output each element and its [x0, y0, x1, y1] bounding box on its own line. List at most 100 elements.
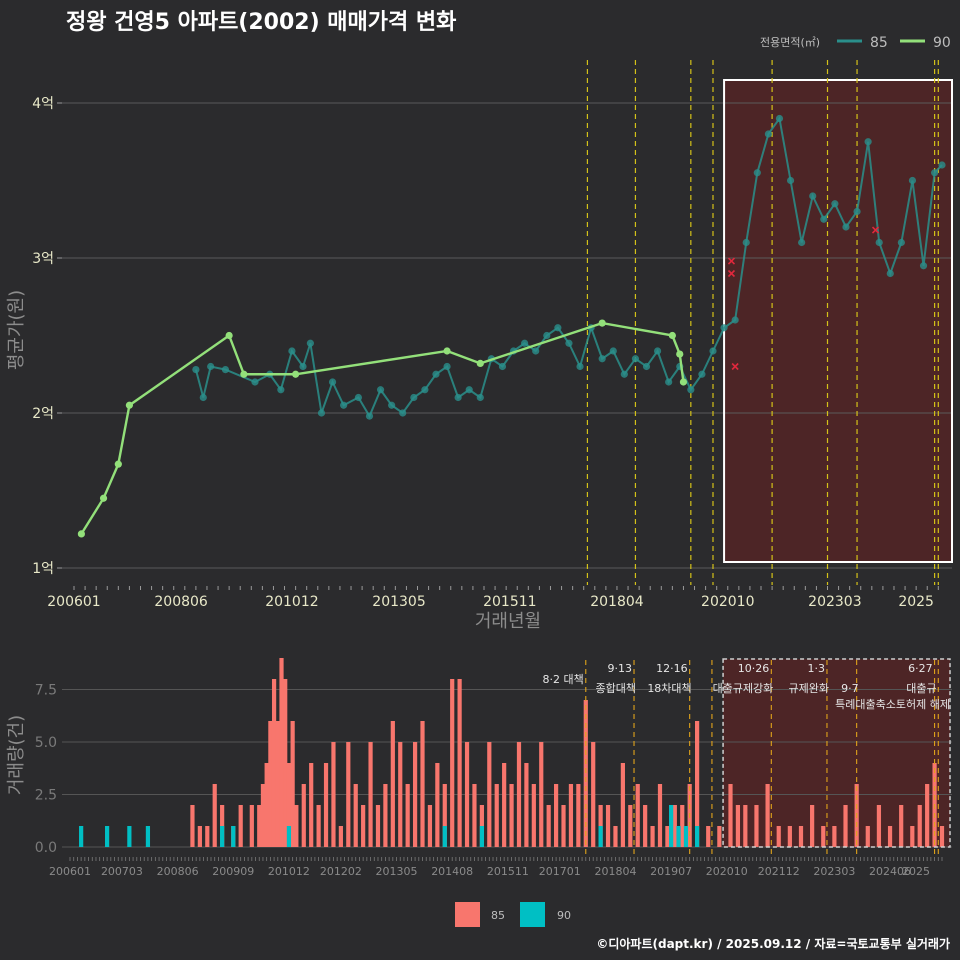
- policy-sublabel: 18차대책: [647, 682, 691, 695]
- bar-85: [568, 784, 574, 847]
- bar-85: [576, 784, 581, 847]
- series-85-point: [376, 386, 385, 394]
- series-85-point: [521, 339, 529, 347]
- volume-x-tick-label: 201305: [376, 865, 418, 878]
- series-85-point: [565, 339, 573, 347]
- bar-85: [665, 826, 670, 847]
- series-85-point: [798, 238, 806, 247]
- bar-85: [539, 742, 544, 847]
- series-85-point: [598, 355, 606, 363]
- bar-85: [821, 826, 826, 847]
- series-85-point: [938, 161, 946, 169]
- series-85-point: [786, 176, 795, 185]
- policy-sublabel: 대출규: [906, 682, 936, 695]
- bar-90: [145, 826, 151, 847]
- series-90-point: [598, 319, 606, 327]
- bar-85: [420, 721, 425, 847]
- series-85-point: [410, 393, 418, 402]
- series-90-point: [292, 370, 300, 378]
- bar-85: [613, 826, 618, 847]
- series-85-point: [764, 130, 773, 138]
- policy-sublabel: 9·7: [841, 682, 859, 695]
- series-85-point: [919, 262, 928, 270]
- price-plot: 1억 2억 3억 4억 200601 200806 201012 201305 201511 20…: [32, 60, 953, 610]
- bar-90: [694, 826, 700, 847]
- bar-85: [442, 784, 447, 847]
- bar-85: [591, 742, 596, 847]
- bar-85: [190, 805, 195, 847]
- series-85-point: [853, 207, 861, 216]
- policy-label: 8·2 대책: [543, 673, 584, 686]
- volume-x-tick-label: 200806: [157, 865, 199, 878]
- series-85-point: [277, 386, 285, 394]
- bar-85: [917, 805, 922, 847]
- bar-85: [301, 784, 306, 847]
- bar-85: [257, 805, 262, 847]
- volume-x-tick-label: 201511: [487, 865, 529, 878]
- volume-y-tick-label: 2.5: [35, 788, 57, 804]
- bar-85: [531, 784, 536, 847]
- bar-90: [127, 826, 132, 847]
- bar-85: [260, 784, 266, 847]
- series-85-point: [365, 412, 374, 420]
- series-85-point: [576, 362, 584, 371]
- series-85-point: [775, 114, 784, 123]
- x-tick-label: 202010: [701, 594, 754, 610]
- x-tick-label: 201804: [590, 594, 644, 610]
- series-85-point: [620, 370, 628, 378]
- series-85-point: [709, 347, 717, 355]
- series-90-point: [240, 370, 248, 378]
- series-85-point: [317, 409, 326, 417]
- bar-90: [79, 826, 84, 847]
- bar-85: [810, 805, 815, 847]
- volume-y-tick-label: 5.0: [35, 735, 57, 751]
- bar-85: [309, 763, 314, 847]
- bar-85: [279, 658, 284, 847]
- bar-85: [435, 763, 440, 847]
- bar-85: [271, 679, 277, 847]
- bar-90: [598, 826, 603, 847]
- series-85-point: [687, 386, 695, 394]
- series-85-point: [251, 378, 259, 386]
- bar-85: [268, 721, 273, 847]
- series-85-point: [931, 169, 939, 177]
- policy-note: 특례대출축소토허제 해제: [835, 697, 950, 711]
- bar-85: [776, 826, 781, 847]
- policy-sublabel: 대출규제강화: [713, 682, 774, 695]
- volume-y-tick-label: 7.5: [35, 683, 57, 699]
- series-85-point: [698, 370, 706, 378]
- volume-x-tick-label: 2025: [902, 865, 930, 878]
- volume-x-tick-label: 201701: [539, 865, 581, 878]
- series-85-point: [299, 362, 307, 371]
- series-85-point: [199, 393, 207, 402]
- volume-x-tick-label: 202010: [706, 865, 748, 878]
- bar-90: [676, 826, 681, 847]
- x-tick-label: 201305: [372, 594, 425, 610]
- y-tick-label: 3억: [32, 251, 54, 267]
- bar-85: [765, 784, 770, 847]
- bar-85: [450, 679, 455, 847]
- bar-85: [286, 763, 292, 847]
- x-tick-label: 2025: [898, 594, 934, 610]
- volume-highlight-region: [723, 659, 950, 847]
- bar-85: [502, 763, 507, 847]
- bar-85: [672, 805, 677, 847]
- bar-85: [375, 805, 381, 847]
- volume-x-tick-label: 201202: [320, 865, 362, 878]
- y-tick-label: 2억: [32, 406, 54, 422]
- series-85-point: [399, 409, 407, 417]
- volume-x-tick-label: 202112: [758, 865, 800, 878]
- bar-85: [212, 784, 217, 847]
- bar-85: [735, 805, 741, 847]
- legend-label-85: 85: [870, 35, 888, 51]
- legend-label-90: 90: [933, 35, 951, 51]
- bar-85: [553, 784, 559, 847]
- legend-title: 전용면적(㎡): [760, 36, 820, 49]
- series-85-point: [221, 366, 230, 374]
- legend-swatch-bar-90: [520, 902, 545, 927]
- series-90-point: [114, 460, 122, 468]
- bar-85: [472, 784, 477, 847]
- volume-y-axis-label: 거래량(건): [6, 715, 27, 795]
- series-90-point: [443, 347, 451, 355]
- volume-x-tick-label: 200703: [101, 865, 143, 878]
